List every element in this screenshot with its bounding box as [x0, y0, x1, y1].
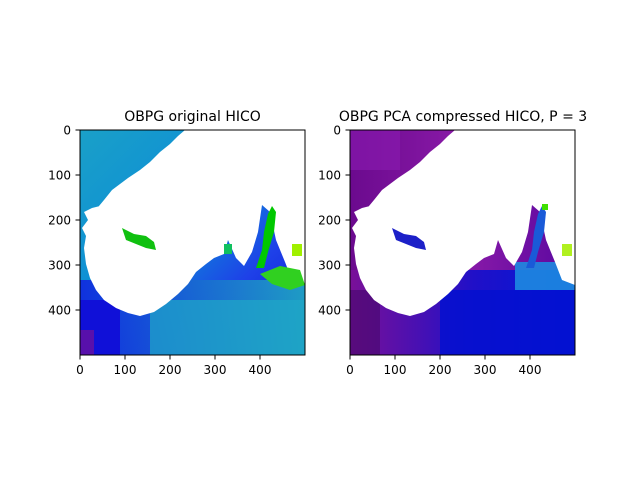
- y-tick-label: 200: [318, 214, 341, 228]
- x-tick-label: 0: [346, 363, 354, 377]
- y-tick-label: 400: [48, 304, 71, 318]
- panel-original: OBPG original HICO 0 100 200 3: [48, 109, 306, 377]
- heatmap-image: [80, 130, 305, 355]
- y-axis: 0 100 200 300 400: [318, 124, 350, 318]
- axes-frame: [349, 129, 576, 356]
- x-axis: 0 100 200 300 400: [76, 355, 271, 377]
- y-tick-label: 300: [48, 259, 71, 273]
- axes-frame: [79, 129, 306, 356]
- panel-title: OBPG PCA compressed HICO, P = 3: [339, 109, 587, 125]
- panel-compressed: OBPG PCA compressed HICO, P = 3 0 100 20…: [318, 109, 587, 377]
- x-tick-label: 0: [76, 363, 84, 377]
- y-tick-label: 400: [318, 304, 341, 318]
- x-tick-label: 200: [159, 363, 182, 377]
- y-tick-label: 0: [63, 124, 71, 138]
- y-tick-label: 0: [333, 124, 341, 138]
- y-tick-label: 200: [48, 214, 71, 228]
- heatmap-image: [350, 130, 575, 355]
- x-tick-label: 100: [114, 363, 137, 377]
- x-tick-label: 100: [384, 363, 407, 377]
- x-tick-label: 200: [429, 363, 452, 377]
- x-tick-label: 300: [474, 363, 497, 377]
- y-tick-label: 100: [48, 169, 71, 183]
- panel-title: OBPG original HICO: [124, 109, 261, 125]
- x-tick-label: 400: [249, 363, 272, 377]
- x-tick-label: 300: [204, 363, 227, 377]
- x-axis: 0 100 200 300 400: [346, 355, 541, 377]
- y-tick-label: 300: [318, 259, 341, 273]
- x-tick-label: 400: [519, 363, 542, 377]
- y-tick-label: 100: [318, 169, 341, 183]
- y-axis: 0 100 200 300 400: [48, 124, 80, 318]
